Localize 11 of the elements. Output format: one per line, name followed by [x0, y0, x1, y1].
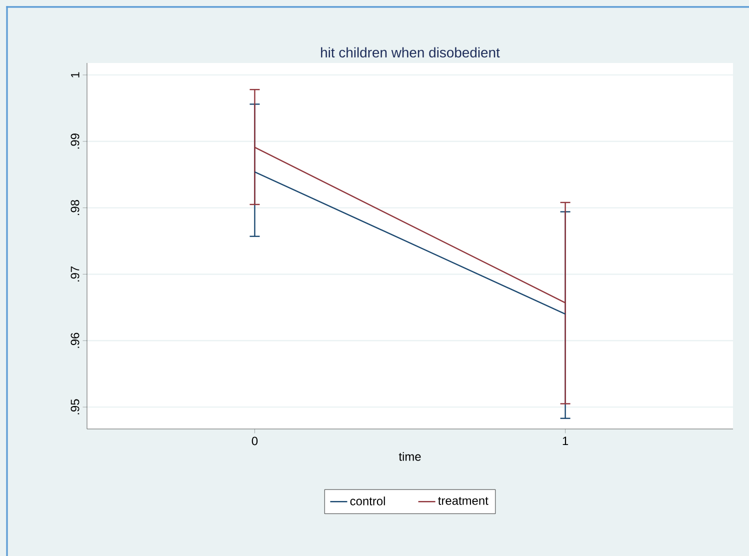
- legend-label: control: [350, 496, 385, 506]
- y-tick-label: 1: [71, 72, 80, 78]
- y-tick-label: .95: [70, 399, 80, 414]
- legend-label: treatment: [438, 497, 488, 505]
- y-tick-label: .98: [70, 200, 80, 216]
- x-axis-title: time: [398, 452, 421, 461]
- x-tick-label: 0: [252, 436, 258, 446]
- y-tick-label: .99: [70, 134, 80, 149]
- y-tick-label: .96: [70, 332, 80, 348]
- chart-title: hit children when disobedient: [321, 47, 500, 58]
- y-tick-label: .97: [70, 266, 80, 282]
